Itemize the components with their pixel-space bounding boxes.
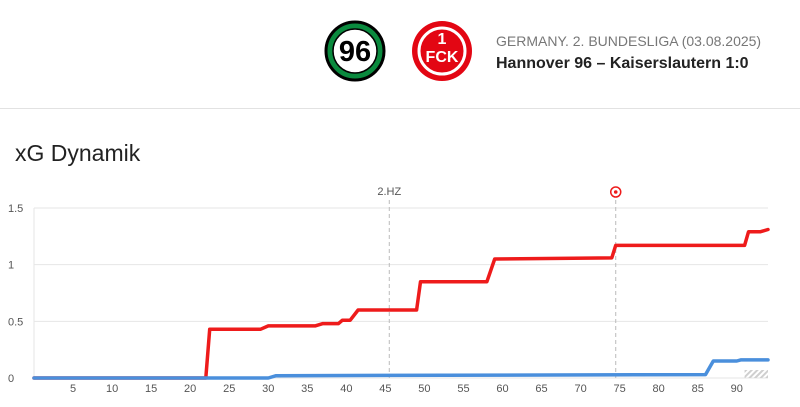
stoppage-time-marker (744, 370, 768, 378)
x-tick-label: 90 (731, 383, 743, 395)
hannover-96-logo: 96 (324, 20, 386, 87)
match-title: Hannover 96 – Kaiserslautern 1:0 (496, 55, 749, 72)
x-tick-label: 65 (535, 383, 547, 395)
series-line (32, 358, 770, 380)
x-tick-label: 5 (70, 383, 76, 395)
x-tick-label: 70 (574, 383, 586, 395)
x-tick-label: 85 (692, 383, 704, 395)
kaiserslautern-logo: 1 FCK (411, 20, 473, 87)
y-tick-label: 0.5 (8, 316, 23, 328)
x-tick-label: 25 (223, 383, 235, 395)
x-tick-label: 10 (106, 383, 118, 395)
home-logo-text: 96 (339, 36, 371, 68)
match-info: GERMANY. 2. BUNDESLIGA (03.08.2025) Hann… (496, 33, 761, 73)
away-logo-text: FCK (426, 49, 459, 66)
grid-layer (33, 207, 768, 379)
xg-chart: 2.HZ 0 0.5 1 1.5 5 10 15 20 25 30 35 40 45 50 55 60 65 70… (8, 186, 770, 395)
x-tick-label: 80 (653, 383, 665, 395)
marker-layer: 2.HZ (377, 186, 622, 378)
y-tick-label: 1 (8, 260, 14, 272)
x-tick-label: 30 (262, 383, 274, 395)
x-tick-label: 35 (301, 383, 313, 395)
axis-layer: 0 0.5 1 1.5 5 10 15 20 25 30 35 40 45 50 55 60 65 70 75 80 8… (8, 203, 743, 395)
svg-text:1: 1 (438, 31, 447, 48)
match-header: 96 1 FCK GERMANY. 2. BUNDESLIGA (03.08.2… (0, 0, 800, 109)
series-layer (32, 227, 770, 380)
goal-ball-icon (609, 186, 622, 198)
x-tick-label: 60 (496, 383, 508, 395)
y-tick-label: 0 (8, 373, 14, 385)
y-tick-label: 1.5 (8, 203, 23, 215)
x-tick-label: 40 (340, 383, 352, 395)
x-tick-label: 75 (614, 383, 626, 395)
x-tick-label: 50 (418, 383, 430, 395)
x-tick-label: 20 (184, 383, 196, 395)
competition-label: GERMANY. 2. BUNDESLIGA (03.08.2025) (496, 33, 762, 49)
x-tick-label: 15 (145, 383, 157, 395)
section-title: xG Dynamik (15, 140, 141, 166)
series-line (32, 227, 770, 380)
halftime-label: 2.HZ (377, 186, 401, 198)
x-tick-label: 55 (457, 383, 469, 395)
x-tick-label: 45 (379, 383, 391, 395)
